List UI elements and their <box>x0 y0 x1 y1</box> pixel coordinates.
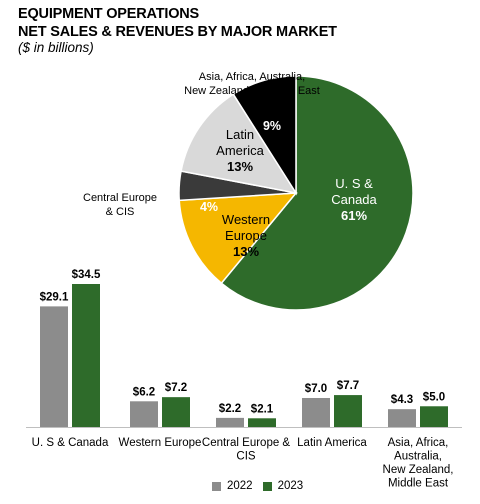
bar-2023 <box>162 397 190 427</box>
bar-value-label: $29.1 <box>40 291 69 303</box>
bar-2022 <box>40 306 68 427</box>
bar-2022 <box>130 401 158 427</box>
pie-slice <box>232 75 297 196</box>
bar-2023 <box>334 395 362 427</box>
bar-value-label: $5.0 <box>423 391 445 403</box>
pie-slice-outside-label: Asia, Africa, Australia, New Zealand & Mi… <box>184 71 320 97</box>
pie-slice <box>178 192 298 285</box>
bar-value-label: $7.0 <box>305 383 327 395</box>
bar-2022 <box>216 417 244 427</box>
pie-slice-pct-label: 4% <box>200 200 218 214</box>
pie-slice <box>180 93 298 195</box>
bar-value-label: $6.2 <box>133 386 155 398</box>
legend-swatch-2022 <box>212 481 221 491</box>
bar-legend: 2022 2023 <box>212 480 303 492</box>
category-label: Asia, Africa, Australia, New Zealand, Middl… <box>383 437 454 490</box>
bar-value-label: $7.2 <box>165 382 187 394</box>
pie-slice-pct-label: 9% <box>263 119 281 133</box>
bar-2023 <box>248 418 276 427</box>
bar-value-label: $7.7 <box>337 380 359 392</box>
category-label: Western Europe <box>119 437 202 449</box>
bar-value-label: $2.1 <box>251 403 274 415</box>
bar-value-label: $4.3 <box>391 394 413 406</box>
chart-title-line-2: NET SALES & REVENUES BY MAJOR MARKET <box>18 24 337 40</box>
pie-slice-label: Latin America 13% <box>216 127 264 174</box>
bar-2022 <box>388 409 416 427</box>
bar-2023 <box>420 406 448 427</box>
pie-slice-label: U. S & Canada 61% <box>331 176 377 223</box>
legend-swatch-2023 <box>262 481 272 491</box>
bar-value-label: $2.2 <box>219 403 241 415</box>
category-label: Latin America <box>297 437 367 449</box>
pie-slice-outside-label: Central Europe & CIS <box>83 192 157 218</box>
bar-value-label: $34.5 <box>72 269 101 281</box>
bar-2022 <box>302 397 330 427</box>
legend-label-2023: 2023 <box>277 480 304 492</box>
chart-subtitle: ($ in billions) <box>18 40 94 55</box>
legend-label-2022: 2022 <box>227 480 253 492</box>
category-label: Central Europe & CIS <box>202 437 291 463</box>
chart-title: EQUIPMENT OPERATIONS NET SALES & REVENUE… <box>18 5 337 41</box>
pie-slice-label: Western Europe 13% <box>222 212 270 259</box>
pie-slice <box>220 75 414 311</box>
category-label: U. S & Canada <box>32 437 109 449</box>
chart-title-line-1: EQUIPMENT OPERATIONS <box>18 6 200 22</box>
bar-2023 <box>72 284 100 427</box>
